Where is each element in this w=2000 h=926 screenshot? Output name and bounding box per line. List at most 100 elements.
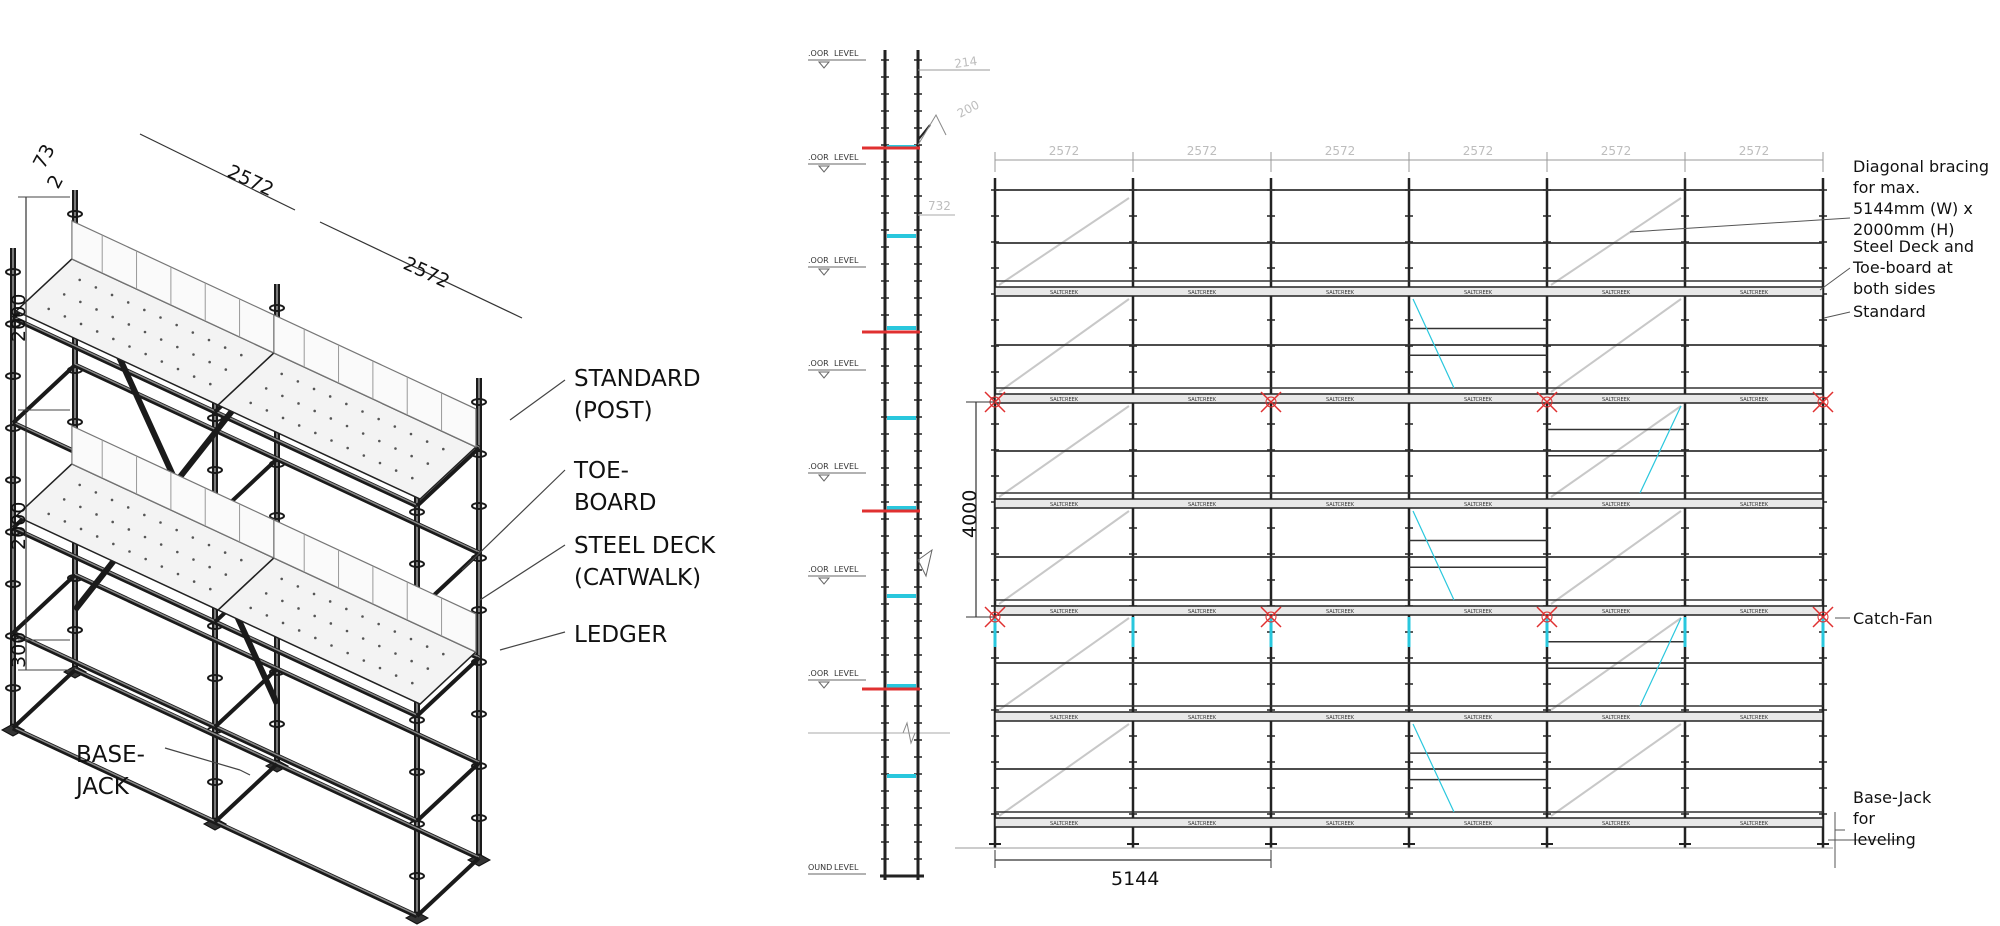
catch-fan-ring	[1265, 396, 1277, 408]
elev-deck-tag: SALTCREEK	[1050, 609, 1079, 615]
level-text: LEVEL	[834, 565, 859, 574]
deck-hole	[410, 454, 413, 458]
deck-hole	[378, 461, 382, 465]
deck-hole	[345, 629, 349, 633]
elev-deck-tag: SALTCREEK	[1050, 821, 1079, 827]
deck-hole	[394, 652, 397, 655]
elev-deck-tag: SALTCREEK	[1326, 715, 1355, 721]
rosette-node	[471, 398, 487, 406]
transom	[11, 573, 77, 635]
elev-diagonal-brace	[1550, 617, 1682, 711]
elev-diagonal-brace	[1550, 197, 1682, 286]
deck-hole	[394, 469, 398, 472]
deck-hole	[361, 432, 365, 435]
elev-deck-tag: SALTCREEK	[1740, 397, 1769, 403]
catch-fan-ring	[1541, 396, 1553, 408]
deck-hole	[192, 353, 195, 356]
deck-hole	[62, 293, 66, 296]
level-marker	[817, 371, 831, 379]
deck-hole	[281, 416, 285, 420]
deck-hole	[313, 614, 316, 618]
deck-hole	[95, 308, 98, 311]
deck-hole	[128, 345, 131, 348]
elev-dim-5144: 5144	[1111, 868, 1159, 890]
deck-hole	[240, 558, 243, 562]
deck-hole	[111, 315, 114, 319]
deck-hole	[377, 622, 380, 626]
deck-hole	[159, 338, 163, 341]
level-marker	[817, 681, 831, 689]
leader-standard	[509, 379, 566, 421]
deck-hole	[209, 382, 212, 386]
break-symbol	[902, 721, 916, 745]
anno-bracing-4: 2000mm (H)	[1853, 220, 1955, 239]
anno-basejack-3: leveling	[1853, 830, 1916, 849]
deck-hole	[362, 454, 366, 457]
iso-dim-h2: 2000	[8, 502, 30, 550]
leader-bracing	[1629, 217, 1851, 233]
elev-stair-line	[1412, 510, 1455, 601]
section-dim-214: 214	[953, 54, 978, 71]
level-text: LEVEL	[834, 462, 859, 471]
deck-hole	[280, 577, 284, 581]
deck-hole	[442, 652, 445, 656]
ground-prefix: OUND	[808, 863, 832, 872]
anno-bracing-2: for max.	[1853, 178, 1920, 197]
elev-deck-tag: SALTCREEK	[1188, 715, 1217, 721]
bay-dimension-label: 2572	[1049, 144, 1080, 158]
anno-deck-1: Steel Deck and	[1853, 237, 1974, 256]
elev-deck-tag: SALTCREEK	[1188, 502, 1217, 508]
deck-hole	[175, 323, 178, 327]
deck-hole	[361, 615, 364, 618]
elev-deck-tag: SALTCREEK	[1740, 609, 1769, 615]
deck-hole	[127, 323, 131, 326]
elev-deck-tag: SALTCREEK	[1740, 715, 1769, 721]
deck-hole	[223, 346, 227, 349]
transom	[11, 363, 77, 425]
elevation-view: 2572 2572 2572 2572 2572 2572 SALTCREEK SALTCRE…	[955, 144, 1989, 890]
deck-hole	[159, 543, 163, 546]
catch-fan-marker	[1260, 606, 1282, 628]
deck-hole	[345, 607, 348, 611]
deck-hole	[393, 425, 397, 428]
elev-deck-tag: SALTCREEK	[1602, 609, 1631, 615]
elev-deck-tag: SALTCREEK	[1326, 609, 1355, 615]
deck-hole	[411, 681, 414, 685]
deck-hole	[425, 645, 429, 648]
deck-hole	[312, 592, 316, 596]
elev-deck-tag: SALTCREEK	[1326, 290, 1355, 296]
transom	[415, 656, 481, 718]
ledger-highlight	[74, 363, 480, 553]
section-frame: .OOR LEVEL .OOR LEVEL .OOR LEVEL .OOR LEVEL .OOR…	[808, 49, 990, 880]
elev-deck-tag: SALTCREEK	[1326, 502, 1355, 508]
transom	[415, 761, 481, 823]
deck-hole	[264, 387, 268, 390]
catch-fan-ring	[1265, 611, 1277, 623]
elev-deck-tag: SALTCREEK	[1602, 290, 1631, 296]
deck-hole	[160, 565, 164, 568]
deck-hole	[112, 337, 115, 341]
deck-hole	[361, 410, 364, 413]
deck-hole	[394, 447, 397, 450]
deck-hole	[95, 513, 98, 516]
leader-ledger	[499, 631, 566, 651]
deck-hole	[62, 498, 66, 501]
iso-dim-73: 73	[29, 141, 60, 173]
rosette-node	[67, 418, 83, 426]
label-toeboard-2: BOARD	[574, 490, 657, 516]
deck-hole	[207, 338, 211, 342]
isometric-view: 73 2 2572 2572 2000 2000 300 STANDARD (P…	[0, 133, 716, 925]
elev-deck	[994, 498, 1824, 509]
elev-deck-tag: SALTCREEK	[1050, 397, 1079, 403]
deck-hole	[159, 316, 162, 319]
deck-hole	[209, 587, 212, 591]
deck-hole	[249, 606, 252, 610]
rosette-node	[5, 580, 21, 588]
deck-hole	[377, 417, 380, 421]
elev-deck-tag: SALTCREEK	[1602, 715, 1631, 721]
label-basejack-1: BASE-	[76, 742, 145, 768]
deck-hole	[297, 424, 301, 427]
anno-bracing-1: Diagonal bracing	[1853, 157, 1989, 176]
deck-hole	[442, 447, 445, 451]
ground-level-text: LEVEL	[834, 863, 859, 872]
